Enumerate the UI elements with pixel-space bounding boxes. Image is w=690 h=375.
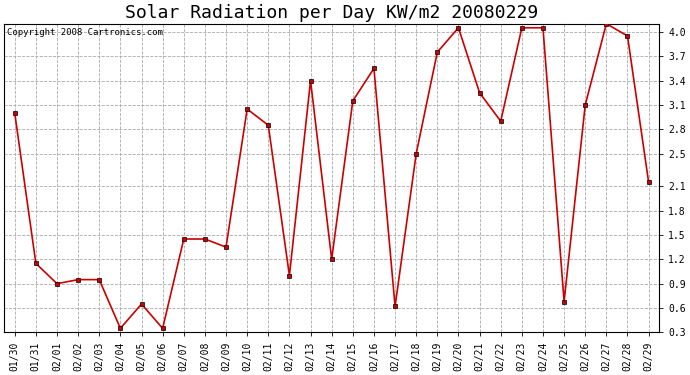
Title: Solar Radiation per Day KW/m2 20080229: Solar Radiation per Day KW/m2 20080229 <box>125 4 538 22</box>
Text: Copyright 2008 Cartronics.com: Copyright 2008 Cartronics.com <box>8 28 164 38</box>
